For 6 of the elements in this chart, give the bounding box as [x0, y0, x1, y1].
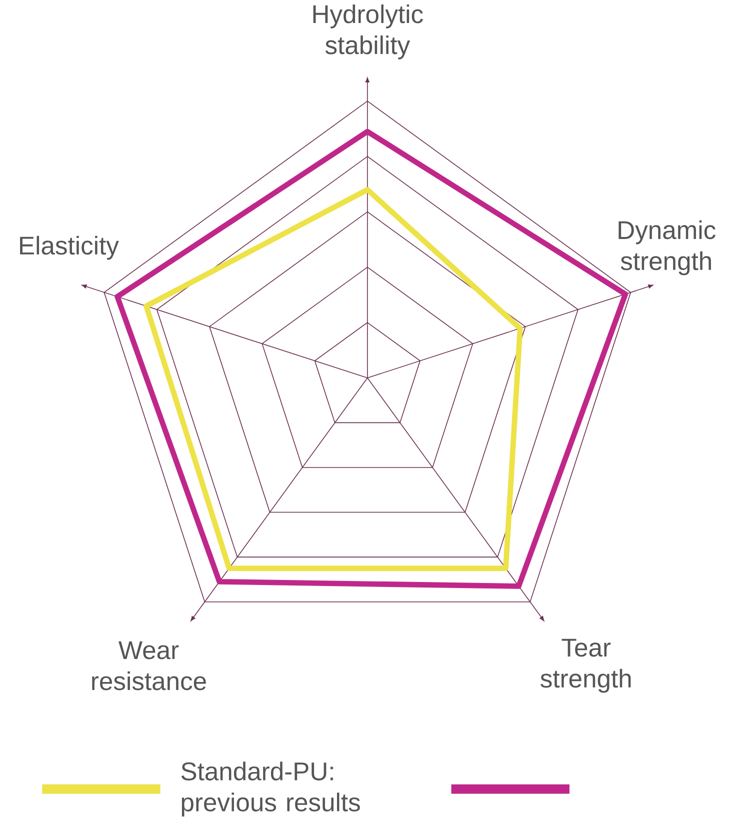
spoke-label: Wear resistance — [92, 641, 206, 690]
spoke-label: Tear strength — [540, 638, 631, 693]
spoke-label: Dynamic strength — [618, 220, 716, 276]
spoke-label: Elasticity — [20, 236, 119, 260]
legend-label: Standard-PU: previous results — [181, 762, 360, 816]
spoke-label: Hydrolytic stability — [313, 4, 423, 60]
